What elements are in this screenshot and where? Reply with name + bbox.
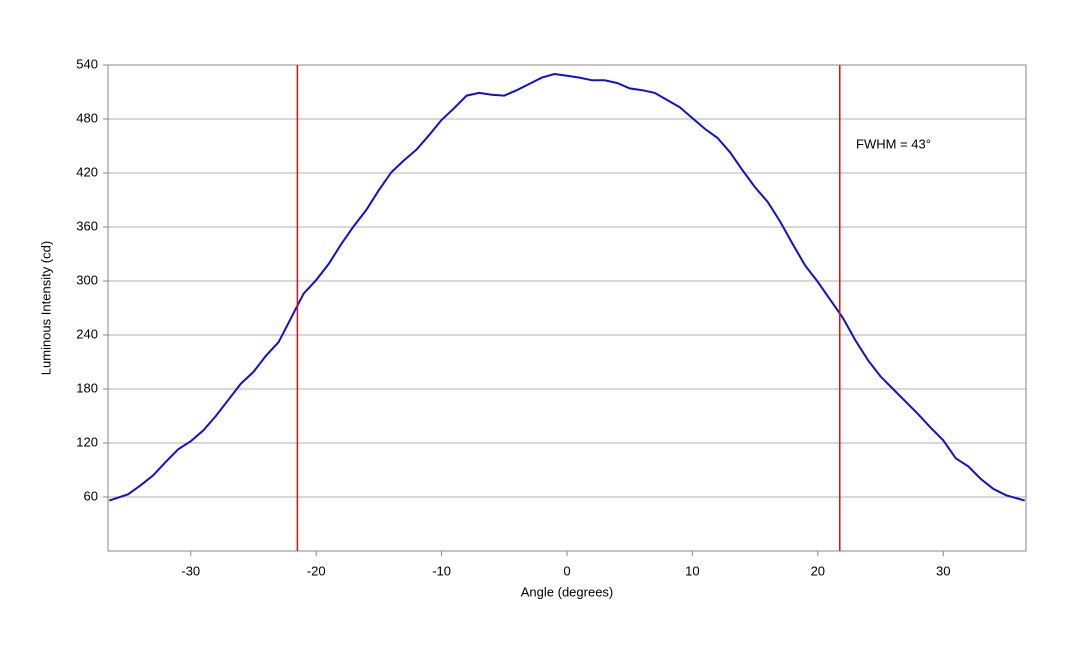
- y-tick-label: 240: [76, 326, 98, 341]
- x-axis-label: Angle (degrees): [521, 584, 614, 599]
- x-tick-label: -20: [307, 563, 326, 578]
- x-tick-label: 10: [685, 563, 699, 578]
- y-tick-label: 540: [76, 56, 98, 71]
- y-tick-label: 120: [76, 434, 98, 449]
- x-tick-label: -10: [432, 563, 451, 578]
- x-tick-label: -30: [181, 563, 200, 578]
- y-tick-label: 300: [76, 272, 98, 287]
- y-tick-label: 420: [76, 164, 98, 179]
- y-tick-label: 480: [76, 110, 98, 125]
- y-tick-label: 180: [76, 380, 98, 395]
- annotation: FWHM = 43°: [856, 136, 931, 151]
- y-tick-label: 360: [76, 218, 98, 233]
- x-tick-label: 30: [936, 563, 950, 578]
- plot-border: [107, 64, 1027, 552]
- x-tick-label: 20: [811, 563, 825, 578]
- y-tick-label: 60: [84, 488, 98, 503]
- x-tick-label: 0: [563, 563, 570, 578]
- line: [108, 72, 1026, 502]
- y-axis-label: Luminous Intensity (cd): [38, 241, 53, 375]
